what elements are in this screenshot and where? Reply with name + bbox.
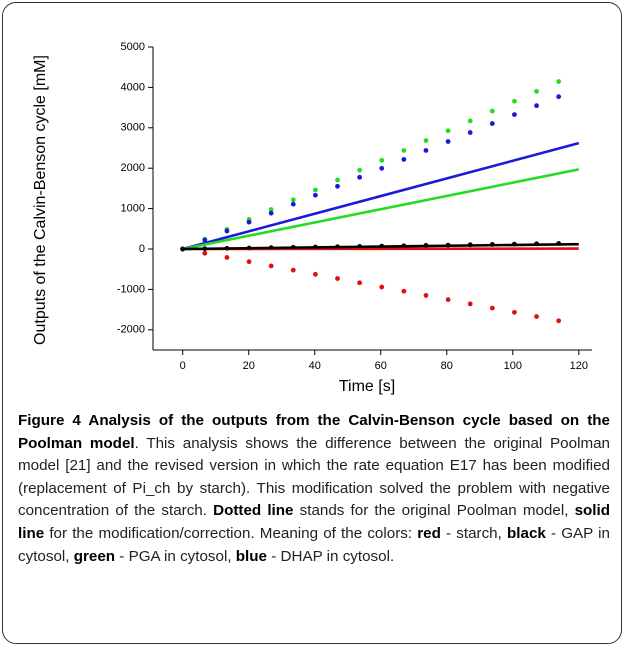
data-point [379,165,385,171]
data-point [335,177,340,183]
figure-caption: Figure 4 Analysis of the outputs from th… [18,410,610,568]
x-tick-label: 80 [441,360,453,372]
data-point [357,167,363,173]
data-point [467,118,473,124]
caption-bold-text: blue [235,547,268,565]
data-point [312,187,318,193]
x-tick-label: 0 [180,360,186,372]
data-point [534,103,539,109]
y-tick-label: 5000 [121,41,145,53]
data-point [401,156,407,162]
y-tick-label: 4000 [121,81,145,93]
data-point [268,210,274,216]
data-point [445,128,451,134]
caption-text: stands for the original Poolman model, [293,502,575,520]
data-point [512,112,517,117]
data-point [357,174,363,180]
data-point [512,309,517,315]
data-point [445,297,451,303]
caption-text: for the modification/correction. Meaning… [44,524,418,542]
data-point [489,108,495,114]
data-point [467,301,473,307]
figure-frame [2,2,622,644]
data-point [268,263,274,269]
data-point [379,284,385,290]
chart: Outputs of the Calvin-Benson cycle [mM] … [32,41,592,395]
data-point [423,148,429,153]
data-point [246,219,252,225]
data-point [202,250,208,256]
data-point [556,318,562,324]
y-tick-label: 1000 [121,203,145,215]
data-point [534,88,539,94]
y-tick-label: -1000 [117,283,145,295]
x-tick-label: 60 [375,360,387,372]
x-tick-label: 40 [309,360,321,372]
caption-bold-text: Figure 4 Analysis of the outputs from th… [18,412,610,452]
data-point [268,207,274,212]
data-point [202,237,208,243]
data-point [489,121,495,126]
caption-text: - DHAP in cytosol. [267,547,395,565]
data-point [401,148,407,153]
data-point [512,98,517,104]
data-line [182,242,579,251]
x-tick-label: 100 [504,360,522,372]
y-tick-label: 3000 [121,122,145,134]
y-tick-label: 2000 [121,162,145,174]
data-point [335,276,340,281]
data-line [182,168,580,251]
data-point [379,157,385,163]
data-point [224,255,230,260]
caption-bold-text: Dotted line [213,502,294,520]
data-point [246,259,252,265]
data-point [423,138,429,144]
caption-text: . This analysis shows the difference bet… [18,434,610,520]
x-axis-label: Time [s] [339,378,395,395]
data-point [467,130,473,135]
data-point [445,139,451,144]
caption-bold-text: green [73,547,116,565]
data-point [556,94,562,100]
data-point [290,201,296,207]
caption-bold-text: black [507,524,546,542]
data-point [290,197,296,203]
y-tick-label: 0 [139,243,145,255]
caption-text: - PGA in cytosol, [115,547,236,565]
data-line [182,141,580,251]
x-tick-label: 20 [243,360,255,372]
data-point [489,305,495,311]
data-point [357,280,363,286]
x-tick-label: 120 [570,360,588,372]
y-tick-label: -2000 [117,324,145,336]
data-point [534,314,539,319]
data-point [224,228,230,234]
data-point [312,271,318,277]
caption-bold-text: red [417,524,441,542]
data-point [556,79,562,84]
caption-text: - GAP in cytosol, [18,524,611,565]
y-axis-label: Outputs of the Calvin-Benson cycle [mM] [32,55,49,345]
data-point [423,293,429,298]
data-point [335,183,340,189]
data-point [401,288,407,294]
caption-text: - starch, [440,524,507,542]
caption-bold-text: solid line [18,502,611,542]
data-point [290,267,296,273]
data-point [312,192,318,198]
